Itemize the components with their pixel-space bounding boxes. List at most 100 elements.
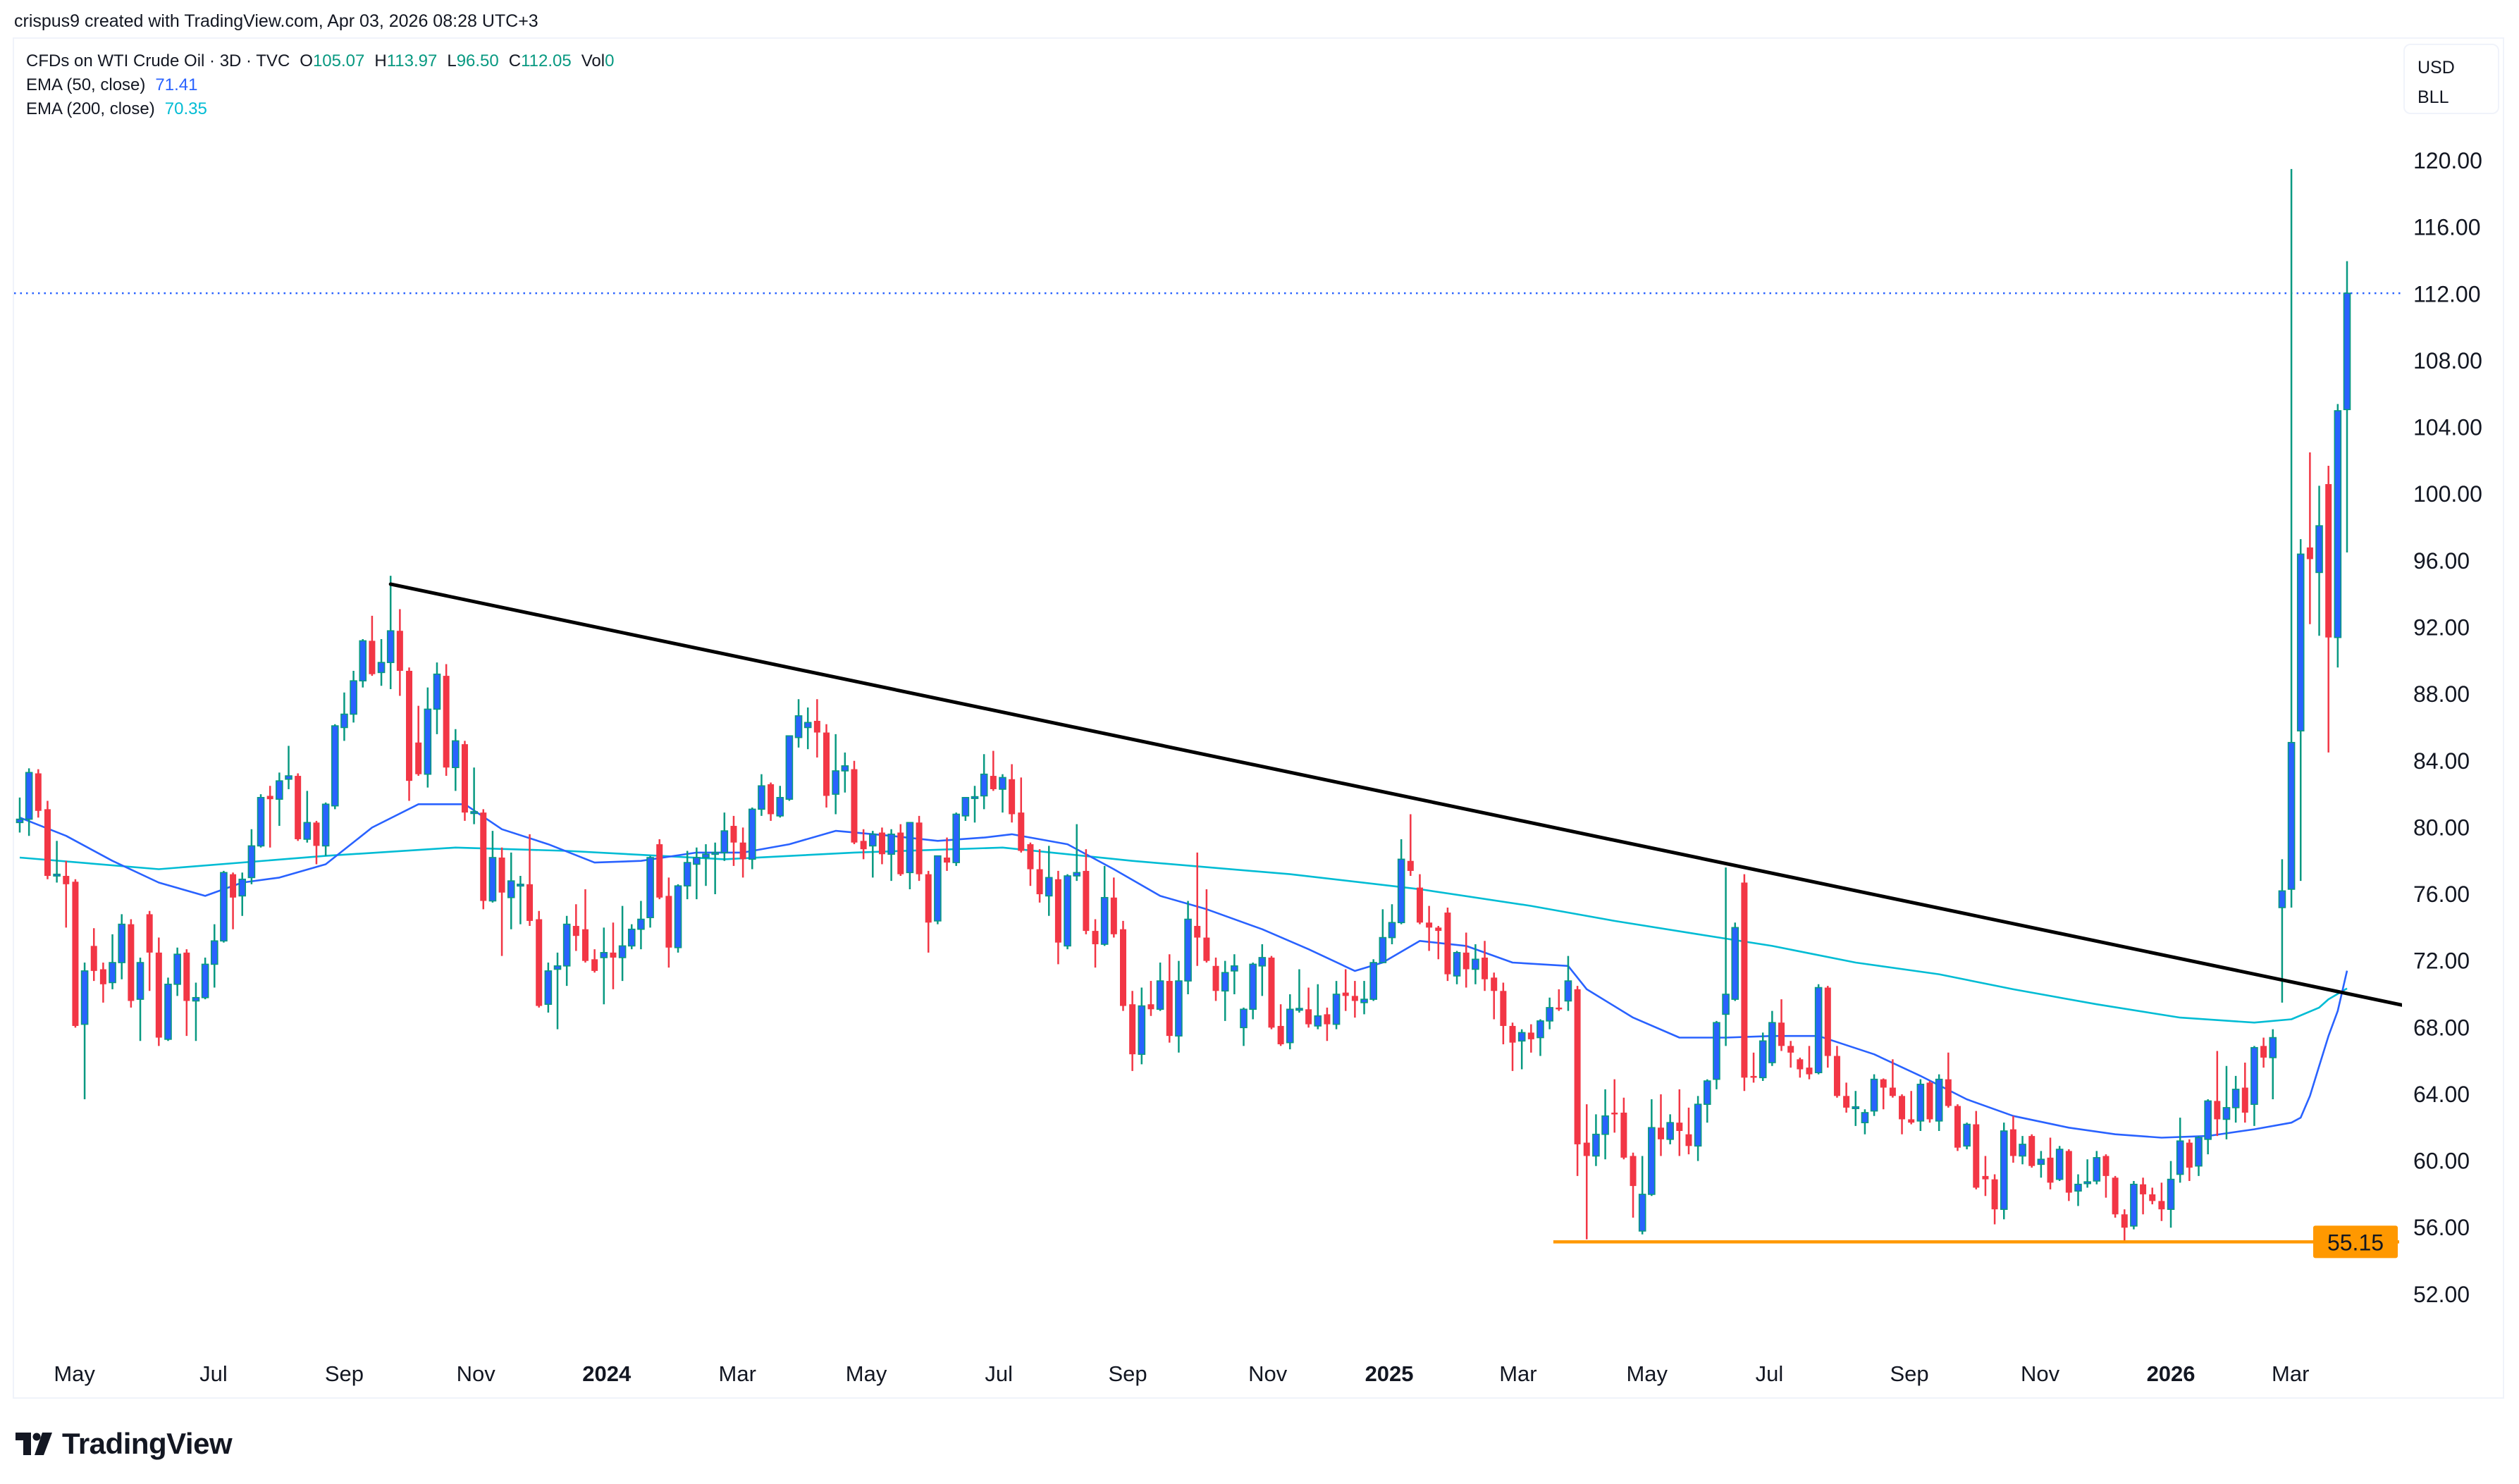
- candle-up[interactable]: [2083, 1159, 2091, 1188]
- candle-up[interactable]: [340, 692, 348, 741]
- candle-down[interactable]: [581, 889, 589, 963]
- candle-down[interactable]: [1083, 849, 1090, 934]
- candle-up[interactable]: [1295, 969, 1303, 1013]
- candle-up[interactable]: [1184, 901, 1192, 994]
- candle-down[interactable]: [925, 870, 932, 953]
- candle-down[interactable]: [295, 773, 302, 841]
- candle-up[interactable]: [785, 735, 794, 801]
- descending-trendline[interactable]: [388, 582, 2406, 1007]
- candle-down[interactable]: [1973, 1111, 1980, 1189]
- candle-up[interactable]: [1221, 960, 1229, 1021]
- candle-up[interactable]: [1694, 1096, 1702, 1161]
- candle-up[interactable]: [1852, 1091, 1860, 1126]
- candle-up[interactable]: [971, 786, 979, 823]
- candle-up[interactable]: [2315, 486, 2323, 636]
- candle-up[interactable]: [1963, 1123, 1971, 1150]
- candle-up[interactable]: [1156, 963, 1164, 1011]
- candle-up[interactable]: [238, 872, 247, 916]
- candle-down[interactable]: [1416, 874, 1423, 925]
- candle-down[interactable]: [1750, 1052, 1757, 1083]
- candle-up[interactable]: [247, 829, 256, 884]
- candle-down[interactable]: [665, 877, 672, 968]
- candle-down[interactable]: [2241, 1063, 2248, 1123]
- candle-up[interactable]: [720, 812, 729, 861]
- candle-down[interactable]: [2028, 1134, 2035, 1168]
- candle-up[interactable]: [2093, 1151, 2101, 1185]
- symbol-title[interactable]: CFDs on WTI Crude Oil · 3D · TVC: [26, 51, 290, 70]
- candle-up[interactable]: [192, 982, 200, 1041]
- candle-down[interactable]: [2260, 1037, 2267, 1068]
- candle-up[interactable]: [1703, 1079, 1711, 1123]
- candle-down[interactable]: [1611, 1079, 1618, 1133]
- candle-up[interactable]: [1713, 1020, 1720, 1089]
- candle-up[interactable]: [794, 699, 803, 748]
- candle-up[interactable]: [553, 952, 562, 1029]
- candle-up[interactable]: [2195, 1136, 2203, 1176]
- candle-down[interactable]: [1556, 989, 1563, 1011]
- candle-up[interactable]: [2176, 1118, 2184, 1183]
- candle-down[interactable]: [1054, 870, 1061, 965]
- candle-up[interactable]: [386, 576, 395, 690]
- candle-up[interactable]: [1768, 1010, 1776, 1066]
- candle-down[interactable]: [1110, 877, 1117, 938]
- tradingview-logo[interactable]: TradingView: [16, 1427, 233, 1461]
- candle-down[interactable]: [1527, 1024, 1534, 1053]
- candle-up[interactable]: [1592, 1114, 1600, 1166]
- candle-down[interactable]: [44, 800, 51, 879]
- candle-down[interactable]: [406, 667, 413, 801]
- candle-up[interactable]: [136, 957, 144, 1041]
- candle-down[interactable]: [1620, 1097, 1627, 1160]
- candle-down[interactable]: [313, 820, 320, 865]
- candle-up[interactable]: [1870, 1074, 1878, 1116]
- candle-down[interactable]: [1797, 1057, 1804, 1078]
- candle-up[interactable]: [803, 707, 812, 750]
- candle-down[interactable]: [2214, 1051, 2221, 1137]
- candle-down[interactable]: [498, 847, 505, 956]
- candle-up[interactable]: [1175, 960, 1183, 1053]
- candle-down[interactable]: [1268, 956, 1275, 1029]
- candle-down[interactable]: [1407, 814, 1414, 877]
- candle-down[interactable]: [1899, 1094, 1906, 1134]
- candle-down[interactable]: [1982, 1156, 1989, 1197]
- candle-up[interactable]: [377, 639, 386, 686]
- candle-down[interactable]: [2306, 452, 2313, 624]
- candle-down[interactable]: [1342, 969, 1349, 1011]
- candle-up[interactable]: [683, 851, 691, 900]
- candle-up[interactable]: [646, 855, 654, 928]
- candle-down[interactable]: [1945, 1052, 1952, 1108]
- candle-up[interactable]: [562, 915, 571, 987]
- candle-down[interactable]: [536, 910, 543, 1008]
- candle-up[interactable]: [2343, 261, 2351, 553]
- candle-up[interactable]: [674, 884, 682, 953]
- candle-up[interactable]: [1546, 997, 1553, 1029]
- candle-down[interactable]: [155, 937, 162, 1046]
- candle-down[interactable]: [1212, 957, 1219, 1001]
- candle-down[interactable]: [1926, 1081, 1933, 1123]
- candle-down[interactable]: [480, 809, 487, 910]
- candle-up[interactable]: [600, 927, 608, 1005]
- candle-up[interactable]: [934, 855, 942, 925]
- candle-down[interactable]: [1658, 1094, 1665, 1156]
- candle-up[interactable]: [1916, 1079, 1925, 1132]
- candle-down[interactable]: [1092, 919, 1099, 968]
- candle-up[interactable]: [1240, 1007, 1248, 1046]
- candle-down[interactable]: [2102, 1154, 2110, 1198]
- candle-up[interactable]: [1453, 951, 1461, 984]
- candle-up[interactable]: [1332, 981, 1341, 1029]
- candle-up[interactable]: [220, 870, 228, 943]
- candle-up[interactable]: [276, 772, 283, 827]
- candle-up[interactable]: [2296, 539, 2305, 882]
- candle-down[interactable]: [443, 664, 450, 777]
- candle-up[interactable]: [702, 844, 710, 886]
- candle-up[interactable]: [2000, 1123, 2008, 1220]
- candle-down[interactable]: [1351, 981, 1358, 1018]
- candle-down[interactable]: [1491, 972, 1498, 1020]
- candle-up[interactable]: [1666, 1114, 1674, 1144]
- candle-down[interactable]: [1574, 986, 1581, 1176]
- candle-down[interactable]: [2121, 1209, 2128, 1242]
- candle-down[interactable]: [1630, 1152, 1637, 1218]
- candle-down[interactable]: [183, 949, 190, 1037]
- candle-down[interactable]: [2158, 1182, 2165, 1221]
- candle-down[interactable]: [1129, 991, 1136, 1071]
- candle-up[interactable]: [80, 963, 89, 1100]
